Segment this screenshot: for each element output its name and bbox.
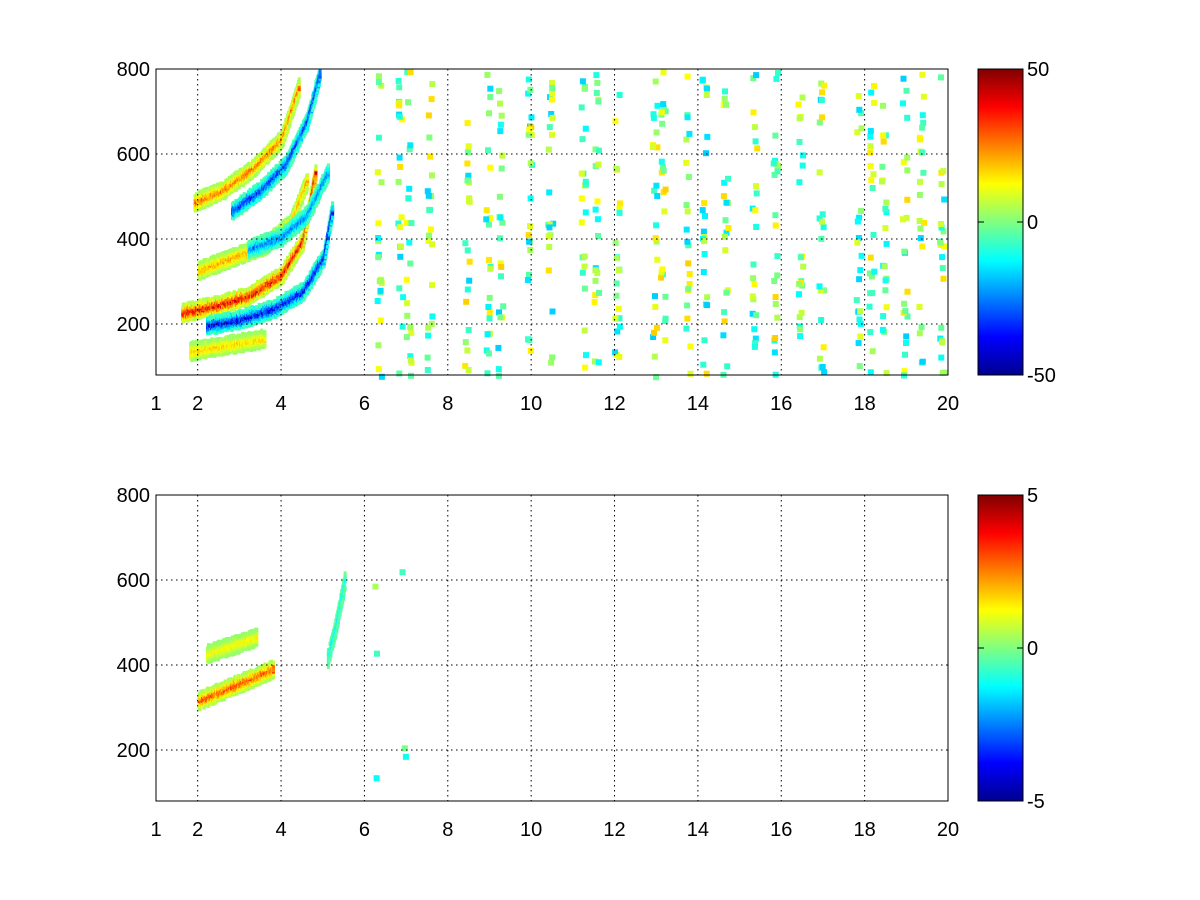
top-ridge-3-cell bbox=[226, 340, 229, 345]
top-ridge-1-cell bbox=[262, 147, 266, 152]
top-ridge-0-cell bbox=[284, 275, 288, 280]
top-ridge-3-cell bbox=[263, 330, 267, 335]
top-ridge-1-cell bbox=[251, 164, 255, 169]
top-ridge-2-cell bbox=[223, 258, 227, 263]
top-ridge-2-cell bbox=[200, 268, 204, 273]
top-ridge-3-cell bbox=[263, 342, 267, 347]
top-ridge-1-cell bbox=[241, 167, 245, 171]
top-ridge-0-cell bbox=[256, 280, 259, 284]
top-ridge-2-cell bbox=[211, 271, 215, 276]
top-ridge-0-cell bbox=[301, 247, 305, 252]
top-ridge-2-cell bbox=[242, 257, 246, 262]
top-ridge-1-cell bbox=[297, 84, 301, 88]
top-ridge-1-cell bbox=[212, 195, 216, 200]
top-ridge-1-cell bbox=[226, 181, 230, 186]
top-ridge-1-cell bbox=[297, 87, 301, 92]
top-ridge-2-cell bbox=[208, 270, 212, 275]
top-ridge-3-cell bbox=[213, 338, 217, 343]
top-ridge-2-cell bbox=[224, 261, 228, 266]
top-ridge-1-cell bbox=[246, 166, 250, 171]
top-ridge-0-cell bbox=[306, 223, 310, 228]
top-ridge-0-cell bbox=[237, 288, 241, 293]
top-ridge-0-cell bbox=[298, 252, 302, 257]
top-ridge-1-cell bbox=[214, 195, 218, 200]
top-ridge-1-cell bbox=[285, 132, 289, 137]
top-ridge-0-cell bbox=[193, 317, 197, 321]
top-ridge-2-cell bbox=[306, 186, 310, 191]
top-ridge-1-cell bbox=[253, 173, 257, 178]
top-ridge-0-cell bbox=[314, 164, 318, 169]
top-ridge-2-cell bbox=[247, 258, 251, 263]
top-ridge-0-cell bbox=[271, 286, 274, 291]
top-ridge-3-cell bbox=[198, 356, 202, 360]
top-ridge-0-cell bbox=[256, 295, 259, 300]
top-ridge-0-cell bbox=[304, 233, 308, 238]
top-ridge-3-cell bbox=[263, 337, 267, 342]
top-ridge-0-cell bbox=[314, 177, 318, 182]
top-ridge-0-cell bbox=[305, 227, 309, 232]
top-ridge-1-cell bbox=[291, 114, 295, 119]
top-ridge-0-cell bbox=[242, 303, 246, 308]
top-ridge-1-cell bbox=[244, 180, 248, 185]
top-heatmap-cells bbox=[181, 69, 949, 381]
top-ridge-0-cell bbox=[183, 311, 187, 316]
top-ridge-2-cell bbox=[306, 173, 310, 177]
top-ridge-0-cell bbox=[277, 273, 281, 278]
top-ridge-3-cell bbox=[263, 332, 267, 337]
top-ridge-2-cell bbox=[253, 256, 257, 261]
top-ridge-3-cell bbox=[246, 341, 249, 346]
top-ridge-2-cell bbox=[305, 184, 309, 188]
top-ridge-2-cell bbox=[284, 217, 288, 222]
top-ridge-0-cell bbox=[302, 242, 306, 247]
top-ridge-0-cell bbox=[286, 271, 290, 276]
top-ridge-2-cell bbox=[301, 200, 305, 205]
top-ridge-1-cell bbox=[239, 167, 243, 172]
top-ridge-1-cell bbox=[206, 203, 210, 208]
top-ridge-1-cell bbox=[211, 185, 214, 189]
top-ridge-2-cell bbox=[306, 181, 310, 186]
top-ridge-1-cell bbox=[276, 132, 280, 137]
top-ridge-1-cell bbox=[288, 122, 292, 127]
top-ridge-2-cell bbox=[205, 258, 209, 262]
top-ridge-1-cell bbox=[297, 93, 301, 98]
top-ridge-1-cell bbox=[201, 205, 204, 210]
top-ridge-1-cell bbox=[297, 77, 301, 82]
top-ridge-0-cell bbox=[314, 170, 318, 175]
top-ridge-0-cell bbox=[300, 250, 304, 255]
top-ridge-1-cell bbox=[255, 172, 259, 177]
top-ridge-0-cell bbox=[283, 263, 287, 268]
top-ridge-3-cell bbox=[252, 331, 256, 336]
top-ridge-0-cell bbox=[292, 262, 296, 267]
top-ridge-2-cell bbox=[245, 257, 249, 262]
top-ridge-1-cell bbox=[297, 80, 301, 85]
top-ridge-0-cell bbox=[277, 283, 281, 288]
top-ridge-0-cell bbox=[250, 292, 254, 297]
top-ridge-0-cell bbox=[295, 258, 299, 263]
top-ridge-2-cell bbox=[299, 203, 303, 208]
top-ridge-0-cell bbox=[222, 294, 226, 299]
top-ridge-0-cell bbox=[216, 310, 220, 315]
top-ridge-1-cell bbox=[225, 194, 229, 199]
top-ridge-2-cell bbox=[242, 260, 246, 264]
top-ridge-1-cell bbox=[281, 142, 285, 147]
top-ridge-2-cell bbox=[217, 270, 221, 274]
top-ridge-0-cell bbox=[303, 238, 307, 243]
top-ridge-0-cell bbox=[290, 266, 294, 271]
top-ridge-1-cell bbox=[203, 205, 207, 209]
top-ridge-1-cell bbox=[283, 137, 287, 142]
top-ridge-0-cell bbox=[301, 244, 305, 249]
top-ridge-2-cell bbox=[296, 209, 300, 214]
top-ridge-0-cell bbox=[198, 298, 202, 303]
top-ridge-0-cell bbox=[312, 186, 316, 191]
top-ridge-0-cell bbox=[296, 243, 300, 248]
top-ridge-1-cell bbox=[223, 196, 227, 201]
top-ridge-1-cell bbox=[271, 155, 274, 160]
top-ridge-1-cell bbox=[256, 159, 259, 164]
